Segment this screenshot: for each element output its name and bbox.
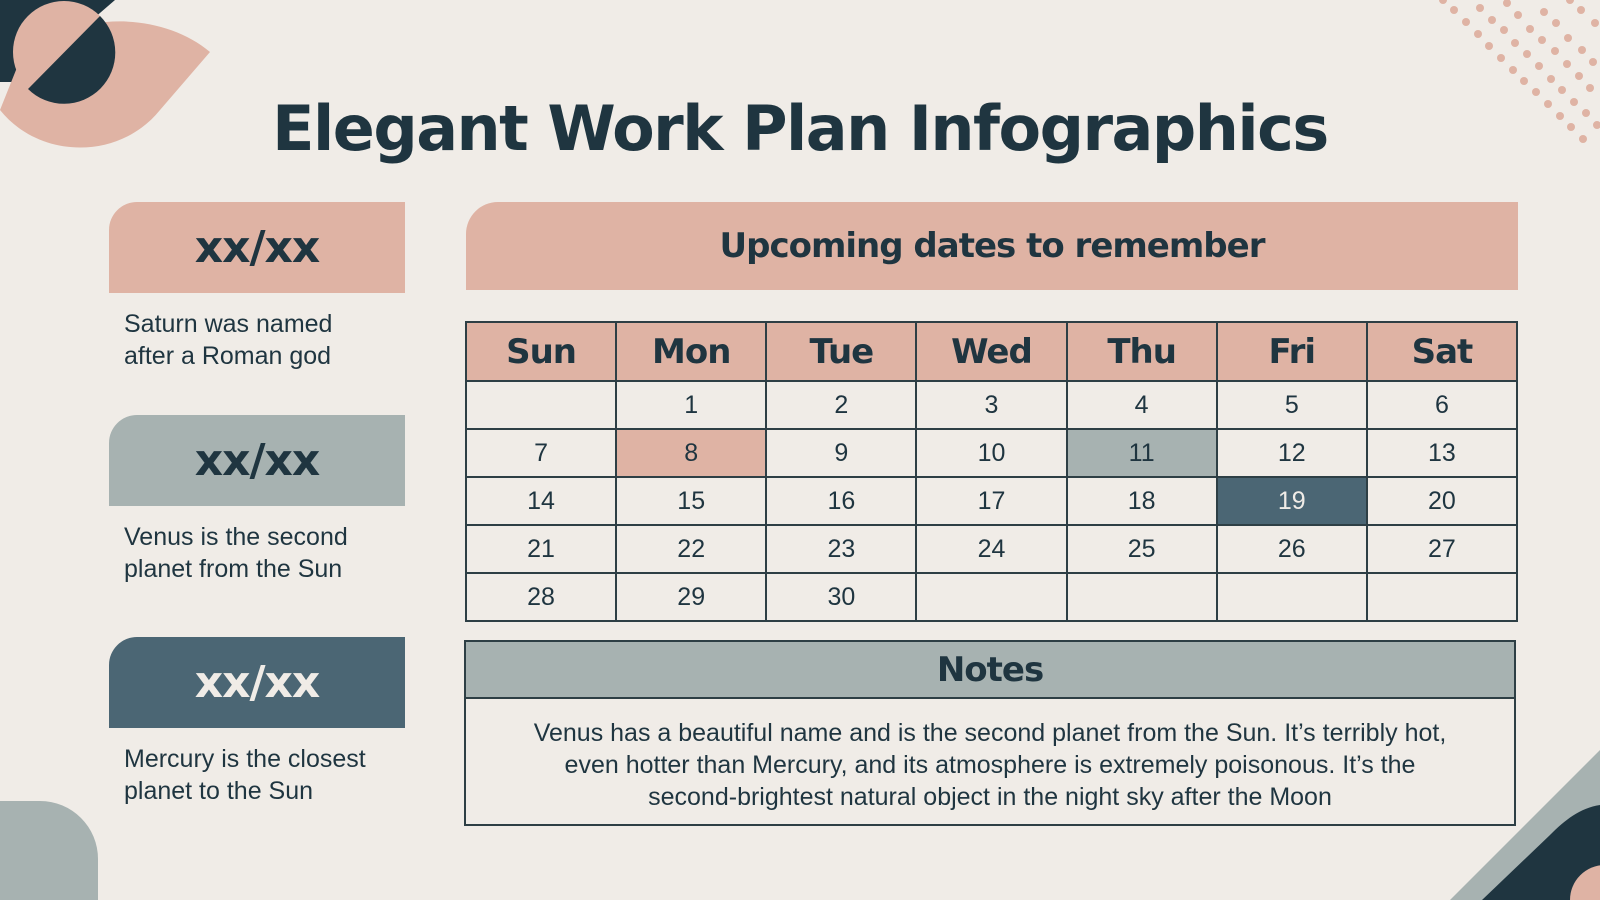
calendar-cell: 28 <box>464 572 618 622</box>
calendar-cell: 21 <box>464 524 618 574</box>
description-line: planet to the Sun <box>124 777 314 805</box>
day-header-thu: Thu <box>1065 321 1218 382</box>
calendar-cell-highlighted: 11 <box>1065 428 1218 478</box>
calendar-week-row: 14 15 16 17 18 19 20 <box>464 476 1519 526</box>
calendar-cell: 1 <box>615 380 768 430</box>
day-header-mon: Mon <box>615 321 768 382</box>
calendar-cell: 15 <box>615 476 768 526</box>
calendar-week-row: 1 2 3 4 5 6 <box>464 380 1519 430</box>
description-line: Mercury is the closest <box>124 745 366 773</box>
calendar-cell: 10 <box>915 428 1068 478</box>
calendar-cell: 2 <box>765 380 918 430</box>
calendar-cell: 18 <box>1065 476 1218 526</box>
calendar-cell: 25 <box>1065 524 1218 574</box>
day-header-sun: Sun <box>464 321 618 382</box>
day-header-sat: Sat <box>1365 321 1519 382</box>
date-card-3: xx/xx <box>109 637 405 728</box>
calendar-week-row: 28 29 30 <box>464 572 1519 622</box>
calendar-cell: 5 <box>1215 380 1368 430</box>
description-line: planet from the Sun <box>124 555 343 583</box>
calendar-cell: 23 <box>765 524 918 574</box>
calendar-cell <box>464 380 618 430</box>
notes-heading: Notes <box>466 642 1514 699</box>
calendar-cell: 6 <box>1365 380 1519 430</box>
calendar-cell: 27 <box>1365 524 1519 574</box>
calendar-cell: 4 <box>1065 380 1218 430</box>
decorative-dots-top-right <box>1439 0 1600 143</box>
page-title: Elegant Work Plan Infographics <box>272 92 1329 165</box>
calendar-cell <box>1215 572 1368 622</box>
description-line: Saturn was named <box>124 310 333 338</box>
notes-line: even hotter than Mercury, and its atmosp… <box>564 751 1416 779</box>
calendar-cell: 7 <box>464 428 618 478</box>
notes-body: Venus has a beautiful name and is the se… <box>466 699 1514 813</box>
date-card-description: Saturn was named after a Roman god <box>124 308 414 372</box>
calendar-cell: 16 <box>765 476 918 526</box>
calendar-cell: 14 <box>464 476 618 526</box>
day-header-tue: Tue <box>765 321 918 382</box>
date-card-1: xx/xx <box>109 202 405 293</box>
notes-line: second-brightest natural object in the n… <box>648 783 1332 811</box>
description-line: after a Roman god <box>124 342 332 370</box>
calendar-cell: 17 <box>915 476 1068 526</box>
calendar-table: Sun Mon Tue Wed Thu Fri Sat 1 2 3 4 5 6 … <box>464 321 1519 622</box>
calendar-week-row: 21 22 23 24 25 26 27 <box>464 524 1519 574</box>
calendar-cell <box>1365 572 1519 622</box>
calendar-header-row: Sun Mon Tue Wed Thu Fri Sat <box>464 321 1519 382</box>
calendar-cell: 9 <box>765 428 918 478</box>
date-card-label: xx/xx <box>194 657 321 708</box>
calendar-cell-highlighted: 8 <box>615 428 768 478</box>
date-card-description: Mercury is the closest planet to the Sun <box>124 743 414 807</box>
date-card-2: xx/xx <box>109 415 405 506</box>
notes-line: Venus has a beautiful name and is the se… <box>533 719 1447 747</box>
calendar-cell: 30 <box>765 572 918 622</box>
day-header-wed: Wed <box>915 321 1068 382</box>
calendar-cell: 3 <box>915 380 1068 430</box>
description-line: Venus is the second <box>124 523 348 551</box>
calendar-cell: 26 <box>1215 524 1368 574</box>
calendar-cell: 13 <box>1365 428 1519 478</box>
calendar-cell: 22 <box>615 524 768 574</box>
calendar-cell: 29 <box>615 572 768 622</box>
calendar-cell: 20 <box>1365 476 1519 526</box>
calendar-cell: 12 <box>1215 428 1368 478</box>
calendar-cell: 24 <box>915 524 1068 574</box>
calendar-cell-highlighted: 19 <box>1215 476 1368 526</box>
calendar-week-row: 7 8 9 10 11 12 13 <box>464 428 1519 478</box>
date-card-label: xx/xx <box>194 222 321 273</box>
calendar-banner: Upcoming dates to remember <box>466 202 1518 290</box>
decorative-shape-bottom-right <box>1450 750 1600 900</box>
calendar-cell <box>915 572 1068 622</box>
notes-box: Notes Venus has a beautiful name and is … <box>464 640 1516 826</box>
day-header-fri: Fri <box>1215 321 1368 382</box>
decorative-shape-bottom-left <box>0 801 98 900</box>
date-card-label: xx/xx <box>194 435 321 486</box>
calendar-cell <box>1065 572 1218 622</box>
date-card-description: Venus is the second planet from the Sun <box>124 521 414 585</box>
decorative-shape-top-left <box>0 0 210 148</box>
